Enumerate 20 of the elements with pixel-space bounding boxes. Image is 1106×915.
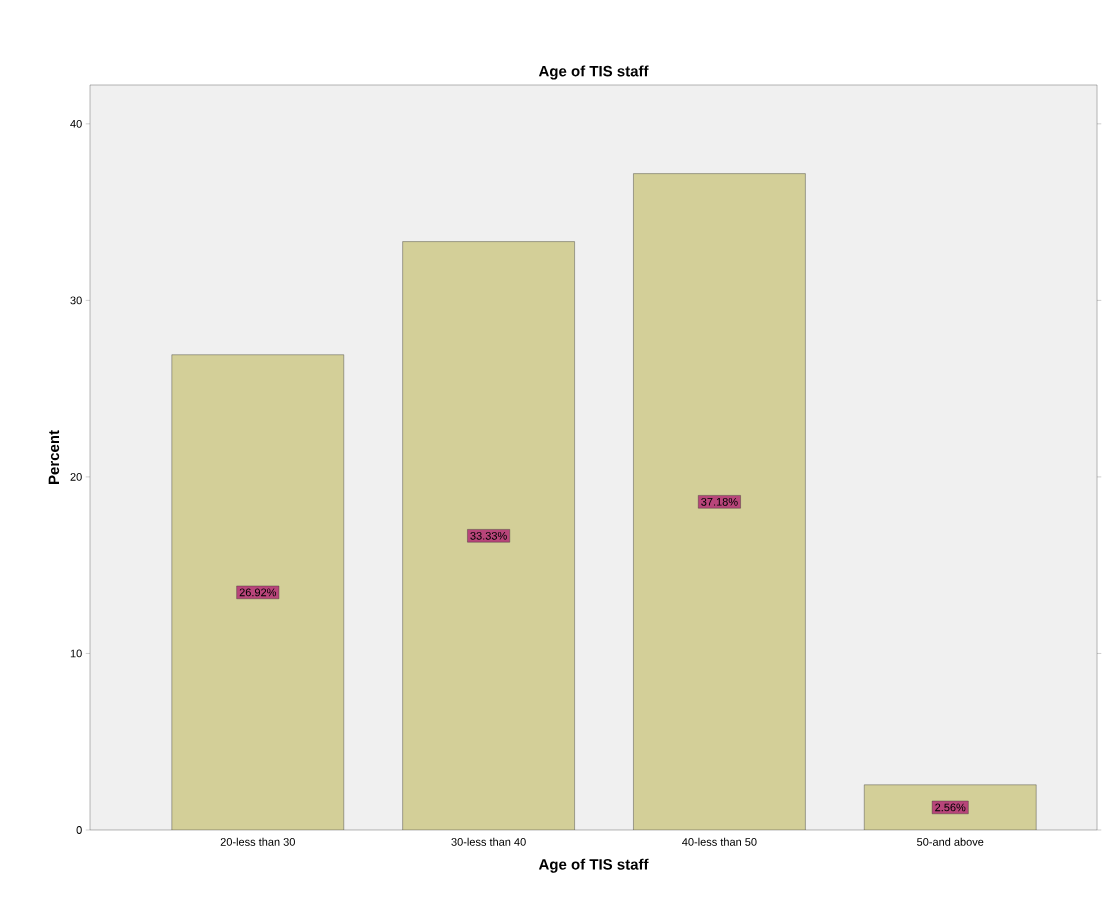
x-axis-title: Age of TIS staff xyxy=(538,858,649,873)
y-tick-label: 20 xyxy=(70,473,82,481)
x-tick-label: 30-less than 40 xyxy=(451,837,526,846)
bar xyxy=(864,784,1037,830)
x-tick-label: 50-and above xyxy=(917,837,984,846)
y-tick-label: 10 xyxy=(70,649,82,658)
x-tick-label: 40-less than 50 xyxy=(682,837,757,846)
chart-title: Age of TIS staff xyxy=(538,65,649,80)
y-axis-title: Percent xyxy=(48,430,60,485)
bar xyxy=(171,354,344,830)
x-tick-label: 20-less than 30 xyxy=(220,837,295,846)
data-label: 2.56% xyxy=(935,803,966,812)
y-tick-label: 40 xyxy=(70,119,82,128)
y-tick-label: 0 xyxy=(76,826,82,834)
data-label: 37.18% xyxy=(701,497,738,506)
y-tick-label: 30 xyxy=(70,296,82,305)
data-label: 33.33% xyxy=(470,531,507,540)
data-label: 26.92% xyxy=(239,588,277,597)
bar xyxy=(402,241,575,830)
bar xyxy=(633,173,806,830)
